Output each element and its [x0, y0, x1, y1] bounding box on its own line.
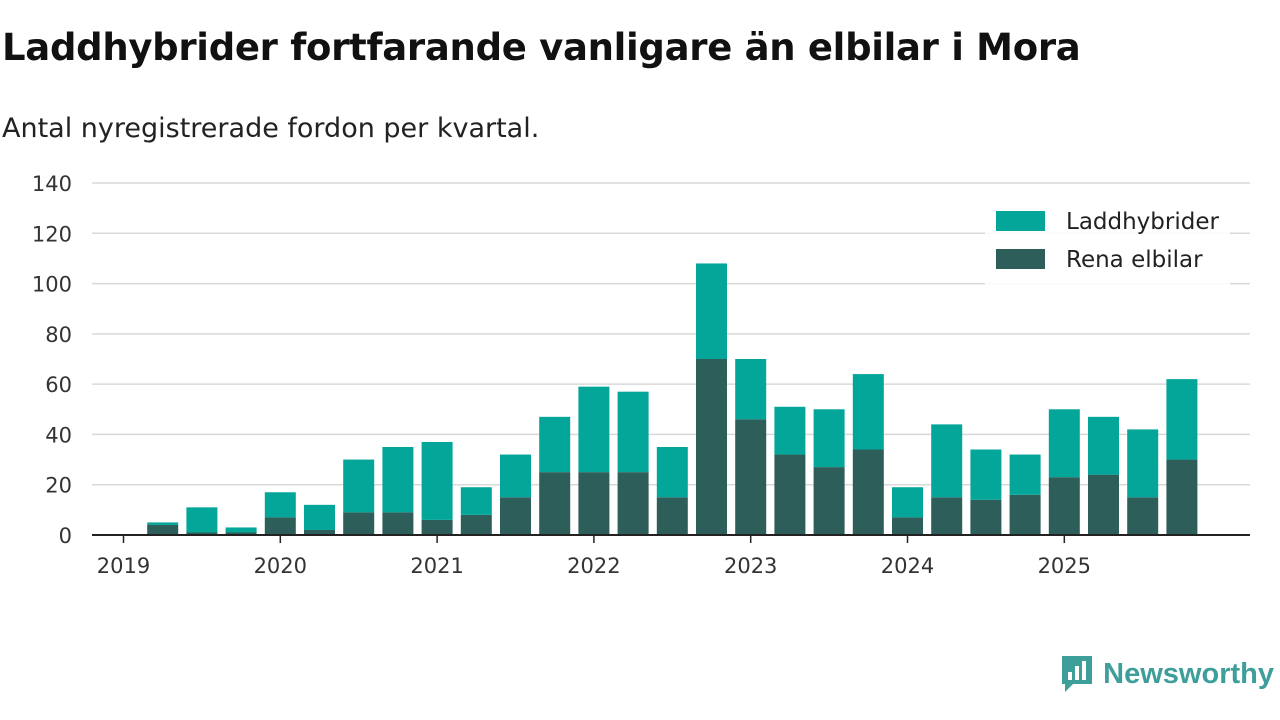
- bar-rena-elbilar: [1166, 459, 1198, 535]
- bar-laddhybrider: [1009, 454, 1041, 495]
- y-tick-label: 40: [45, 423, 72, 447]
- bar-rena-elbilar: [1009, 494, 1041, 535]
- y-tick-label: 0: [59, 524, 72, 548]
- bar-laddhybrider: [1127, 429, 1159, 498]
- bar-laddhybrider: [264, 492, 296, 518]
- bar-rena-elbilar: [1088, 474, 1119, 535]
- bar-rena-elbilar: [735, 419, 767, 535]
- bar-rena-elbilar: [892, 517, 923, 535]
- x-tick-label: 2022: [567, 554, 620, 578]
- bar-rena-elbilar: [343, 512, 375, 535]
- bar-laddhybrider: [1166, 379, 1198, 460]
- legend-background: [985, 195, 1230, 285]
- bar-laddhybrider: [852, 374, 884, 450]
- bars: [147, 263, 1198, 535]
- bar-laddhybrider: [343, 459, 375, 513]
- bar-rena-elbilar: [147, 524, 179, 535]
- bar-laddhybrider: [892, 487, 923, 518]
- y-tick-label: 20: [45, 474, 72, 498]
- bar-laddhybrider: [1088, 416, 1119, 475]
- bar-laddhybrider: [1048, 409, 1080, 478]
- bar-laddhybrider: [617, 391, 649, 473]
- bar-laddhybrider: [931, 424, 963, 498]
- bar-rena-elbilar: [813, 467, 845, 535]
- bar-laddhybrider: [696, 263, 727, 359]
- bar-rena-elbilar: [186, 532, 218, 535]
- legend: Laddhybrider Rena elbilar: [985, 195, 1230, 285]
- bar-laddhybrider: [421, 441, 453, 520]
- y-axis-ticks: 0 20 40 60 80 100 120 140: [32, 172, 72, 548]
- y-tick-label: 120: [32, 222, 72, 246]
- x-tick-label: 2025: [1038, 554, 1091, 578]
- bar-rena-elbilar: [852, 449, 884, 535]
- bar-rena-elbilar: [382, 512, 414, 535]
- chart-subtitle: Antal nyregistrerade fordon per kvartal.: [2, 113, 540, 144]
- legend-label-laddhybrider: Laddhybrider: [1066, 209, 1219, 235]
- y-tick-label: 100: [32, 273, 72, 297]
- bar-laddhybrider: [813, 409, 845, 468]
- bar-laddhybrider: [735, 359, 767, 420]
- legend-swatch-laddhybrider: [996, 211, 1045, 231]
- bar-laddhybrider: [186, 507, 218, 533]
- bar-laddhybrider: [774, 406, 806, 455]
- bar-rena-elbilar: [970, 499, 1002, 535]
- bar-rena-elbilar: [696, 359, 727, 535]
- brand-name: Newsworthy: [1103, 657, 1274, 690]
- x-tick-label: 2020: [254, 554, 307, 578]
- newsworthy-logo-icon: [1062, 656, 1093, 692]
- legend-label-rena-elbilar: Rena elbilar: [1066, 247, 1203, 273]
- x-tick-label: 2024: [881, 554, 934, 578]
- bar-laddhybrider: [147, 522, 179, 525]
- bar-laddhybrider: [304, 504, 335, 530]
- bar-laddhybrider: [500, 454, 531, 498]
- bar-rena-elbilar: [1127, 497, 1159, 535]
- x-tick-label: 2019: [97, 554, 150, 578]
- bar-rena-elbilar: [578, 472, 610, 535]
- bar-laddhybrider: [382, 447, 414, 513]
- bar-rena-elbilar: [931, 497, 963, 535]
- bar-rena-elbilar: [500, 497, 531, 535]
- chart-title: Laddhybrider fortfarande vanligare än el…: [2, 26, 1081, 69]
- bar-laddhybrider: [656, 447, 688, 498]
- bar-rena-elbilar: [617, 472, 649, 535]
- legend-swatch-rena-elbilar: [996, 249, 1045, 269]
- bar-rena-elbilar: [264, 517, 296, 535]
- bar-laddhybrider: [460, 487, 492, 515]
- x-tick-label: 2023: [724, 554, 777, 578]
- bar-laddhybrider: [970, 449, 1002, 500]
- bar-rena-elbilar: [656, 497, 688, 535]
- bar-laddhybrider: [578, 386, 610, 473]
- bar-rena-elbilar: [225, 532, 257, 535]
- bar-laddhybrider: [539, 416, 571, 473]
- bar-rena-elbilar: [774, 454, 806, 535]
- bar-laddhybrider: [225, 527, 257, 533]
- bar-rena-elbilar: [460, 514, 492, 535]
- x-axis-ticks: 2019 2020 2021 2022 2023 2024 2025: [97, 535, 1091, 578]
- bar-rena-elbilar: [304, 529, 335, 535]
- bar-rena-elbilar: [421, 519, 453, 535]
- bar-rena-elbilar: [539, 472, 571, 535]
- y-tick-label: 60: [45, 373, 72, 397]
- gridlines: [92, 182, 1250, 486]
- x-tick-label: 2021: [410, 554, 463, 578]
- brand-logo: Newsworthy: [1059, 654, 1274, 694]
- y-tick-label: 80: [45, 323, 72, 347]
- bar-rena-elbilar: [1048, 477, 1080, 535]
- y-tick-label: 140: [32, 172, 72, 196]
